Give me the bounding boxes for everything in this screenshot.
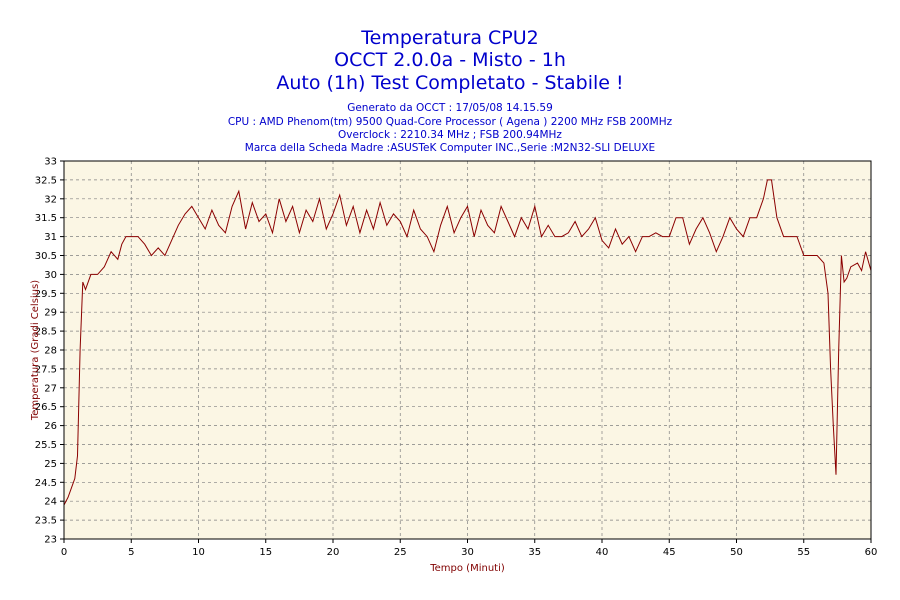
y-tick-label: 28.5 — [35, 327, 57, 338]
y-tick-label: 27 — [44, 383, 57, 394]
x-tick-label: 40 — [596, 547, 609, 558]
y-tick-label: 28 — [44, 346, 57, 357]
series-line-temperature — [63, 179, 872, 506]
info-generated: Generato da OCCT : 17/05/08 14.15.59 — [347, 102, 553, 114]
y-tick-label: 32.5 — [35, 175, 57, 186]
axis-ticks: 23 23.5 24 24.5 25 25.5 26 26.5 27 27.5 28 28.5 29 29… — [35, 157, 878, 559]
y-tick-label: 33 — [44, 157, 57, 168]
y-tick-label: 31.5 — [35, 213, 57, 224]
x-tick-label: 55 — [797, 547, 810, 558]
x-tick-label: 25 — [394, 547, 407, 558]
x-tick-label: 10 — [192, 547, 205, 558]
x-tick-label: 35 — [528, 547, 541, 558]
x-tick-label: 50 — [730, 547, 743, 558]
x-tick-label: 15 — [259, 547, 272, 558]
info-overclock: Overclock : 2210.34 MHz ; FSB 200.94MHz — [338, 129, 562, 141]
x-tick-label: 30 — [461, 547, 474, 558]
info-cpu: CPU : AMD Phenom(tm) 9500 Quad-Core Proc… — [227, 116, 673, 128]
y-tick-label: 32 — [44, 194, 57, 205]
grid-lines — [63, 160, 872, 540]
y-tick-label: 24 — [44, 497, 57, 508]
y-tick-label: 30 — [44, 270, 57, 281]
y-axis-title: Temperatura (Gradi Celsius) — [30, 280, 41, 421]
y-tick-label: 29 — [44, 308, 57, 319]
x-tick-label: 5 — [128, 547, 134, 558]
y-tick-label: 26 — [44, 421, 57, 432]
chart-title: Temperatura CPU2 — [361, 27, 539, 49]
x-tick-label: 60 — [865, 547, 878, 558]
y-tick-label: 25.5 — [35, 440, 57, 451]
y-tick-label: 31 — [44, 232, 57, 243]
y-tick-label: 23 — [44, 535, 57, 546]
chart-subtitle-test: OCCT 2.0.0a - Misto - 1h — [334, 49, 566, 71]
x-tick-label: 20 — [327, 547, 340, 558]
y-tick-label: 23.5 — [35, 516, 57, 527]
y-tick-label: 25 — [44, 459, 57, 470]
y-tick-label: 29.5 — [35, 289, 57, 300]
chart-subtitle-status: Auto (1h) Test Completato - Stabile ! — [276, 72, 624, 94]
x-tick-label: 45 — [663, 547, 676, 558]
x-axis-title: Tempo (Minuti) — [429, 563, 505, 574]
y-tick-label: 30.5 — [35, 251, 57, 262]
info-motherboard: Marca della Scheda Madre :ASUSTeK Comput… — [244, 142, 656, 154]
y-tick-label: 26.5 — [35, 402, 57, 413]
y-tick-label: 24.5 — [35, 478, 57, 489]
plot-frame — [63, 160, 872, 540]
y-tick-label: 27.5 — [35, 364, 57, 375]
x-tick-label: 0 — [61, 547, 67, 558]
